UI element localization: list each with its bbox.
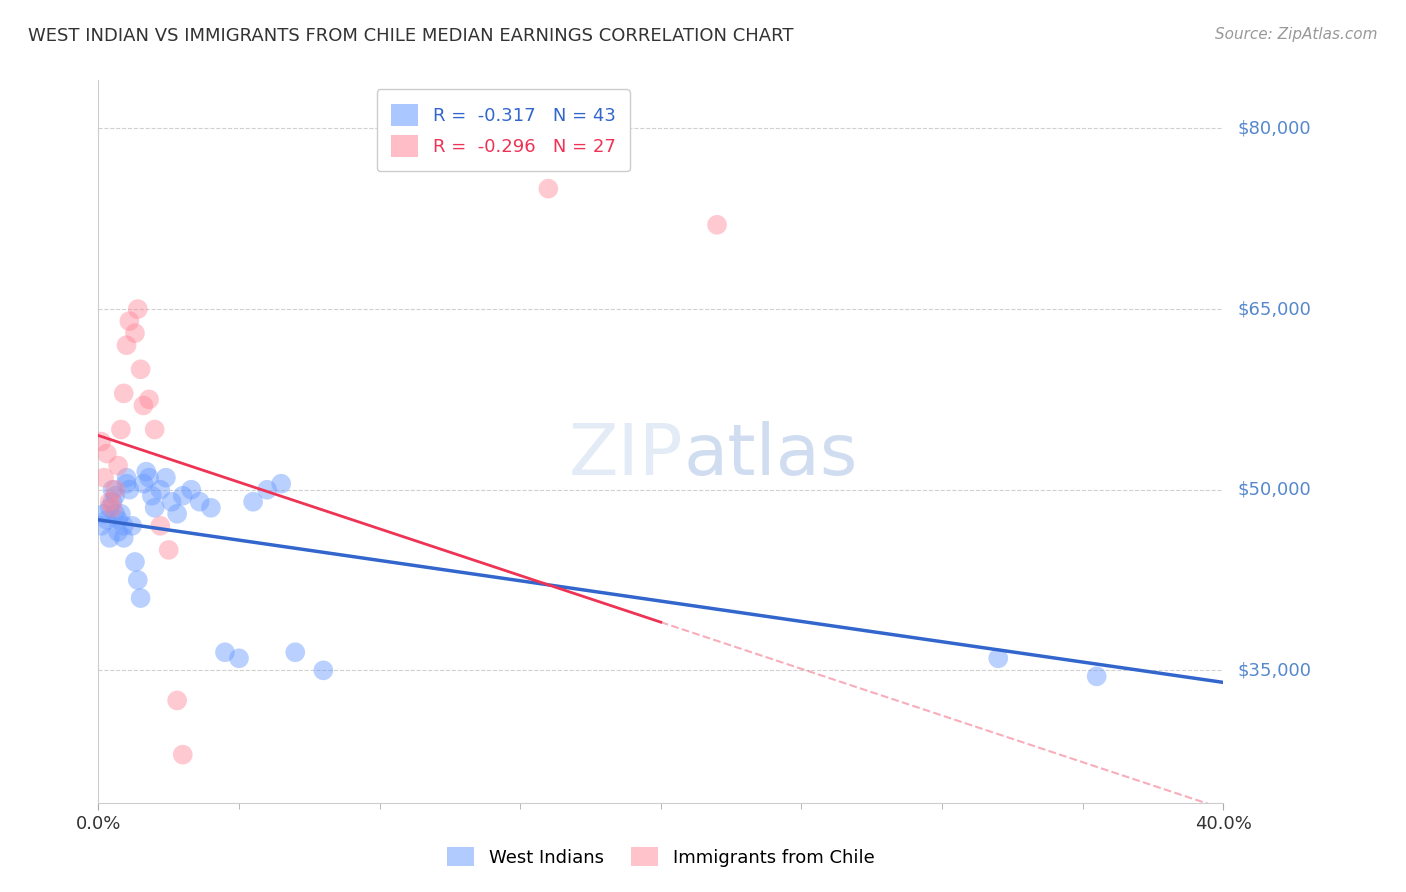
Point <box>112 531 135 545</box>
Point <box>155 470 177 484</box>
Point <box>104 483 127 497</box>
Point <box>107 524 129 539</box>
Point <box>107 458 129 473</box>
Point <box>143 500 166 515</box>
Point <box>112 386 135 401</box>
Point <box>157 542 180 557</box>
Point <box>90 518 112 533</box>
Point <box>118 314 141 328</box>
Point <box>96 513 118 527</box>
Point <box>101 483 124 497</box>
Text: ZIP: ZIP <box>569 422 683 491</box>
Point <box>284 645 307 659</box>
Point <box>180 483 202 497</box>
Point <box>141 489 163 503</box>
Point <box>149 518 172 533</box>
Legend: West Indians, Immigrants from Chile: West Indians, Immigrants from Chile <box>440 840 882 874</box>
Point <box>98 531 121 545</box>
Point <box>127 301 149 317</box>
Point <box>987 651 1010 665</box>
Point <box>132 476 155 491</box>
Point <box>107 513 129 527</box>
Legend: R =  -0.317   N = 43, R =  -0.296   N = 27: R = -0.317 N = 43, R = -0.296 N = 27 <box>377 89 630 171</box>
Point <box>200 500 222 515</box>
Point <box>115 338 138 352</box>
Point <box>90 434 112 449</box>
Point <box>124 555 146 569</box>
Point <box>129 362 152 376</box>
Point <box>104 507 127 521</box>
Point <box>127 573 149 587</box>
Point <box>110 422 132 436</box>
Point <box>93 470 115 484</box>
Point <box>101 500 124 515</box>
Point <box>228 651 250 665</box>
Point <box>129 591 152 605</box>
Point <box>149 483 172 497</box>
Point <box>270 476 292 491</box>
Text: $65,000: $65,000 <box>1237 300 1310 318</box>
Point <box>138 392 160 407</box>
Point <box>115 470 138 484</box>
Point <box>98 500 121 515</box>
Point <box>132 398 155 412</box>
Point <box>706 218 728 232</box>
Point <box>93 507 115 521</box>
Text: $50,000: $50,000 <box>1237 481 1310 499</box>
Point <box>160 494 183 508</box>
Point <box>112 518 135 533</box>
Text: Source: ZipAtlas.com: Source: ZipAtlas.com <box>1215 27 1378 42</box>
Point <box>166 507 188 521</box>
Point <box>115 476 138 491</box>
Point <box>537 181 560 195</box>
Point <box>143 422 166 436</box>
Text: WEST INDIAN VS IMMIGRANTS FROM CHILE MEDIAN EARNINGS CORRELATION CHART: WEST INDIAN VS IMMIGRANTS FROM CHILE MED… <box>28 27 793 45</box>
Point <box>242 494 264 508</box>
Point <box>101 494 124 508</box>
Point <box>166 693 188 707</box>
Point <box>118 483 141 497</box>
Point <box>172 747 194 762</box>
Point <box>124 326 146 340</box>
Text: $80,000: $80,000 <box>1237 120 1310 137</box>
Point <box>1085 669 1108 683</box>
Text: $35,000: $35,000 <box>1237 661 1312 680</box>
Point <box>138 470 160 484</box>
Point <box>188 494 211 508</box>
Point <box>135 465 157 479</box>
Point <box>98 494 121 508</box>
Point <box>104 489 127 503</box>
Point <box>96 446 118 460</box>
Point <box>121 518 143 533</box>
Point <box>110 507 132 521</box>
Point <box>312 664 335 678</box>
Point <box>172 489 194 503</box>
Text: atlas: atlas <box>683 422 858 491</box>
Point <box>256 483 278 497</box>
Point <box>214 645 236 659</box>
